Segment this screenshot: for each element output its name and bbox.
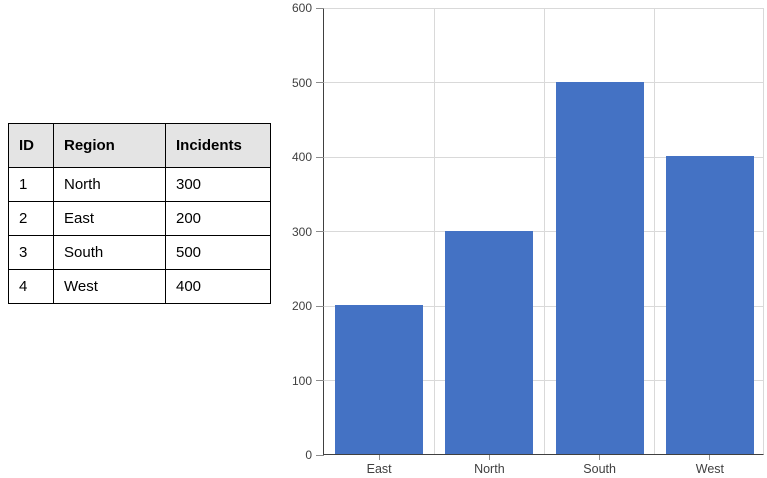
h-gridline xyxy=(324,7,763,9)
x-axis-category-label: North xyxy=(474,462,505,476)
cell-region: East xyxy=(53,201,166,236)
x-axis-tick xyxy=(709,455,711,460)
h-gridline xyxy=(324,82,763,83)
table-header-id: ID xyxy=(8,123,54,168)
v-gridline xyxy=(433,8,435,454)
x-axis-category-label: West xyxy=(695,462,724,476)
x-axis-tick xyxy=(488,455,490,460)
y-axis-tick xyxy=(316,7,324,9)
h-gridline xyxy=(324,156,763,158)
cell-id: 2 xyxy=(8,201,54,236)
x-axis-category-label: South xyxy=(583,462,616,476)
bar-east xyxy=(335,305,424,454)
bar-chart-plot-area: 0 100 200 300 400 500 600 East North South West xyxy=(292,1,764,476)
h-gridline xyxy=(324,305,763,307)
cell-id: 1 xyxy=(8,167,54,202)
cell-id: 4 xyxy=(8,269,54,304)
table-row: 4 West 400 xyxy=(8,269,271,304)
y-axis-tick-label: 400 xyxy=(291,150,312,164)
y-axis-tick-label: 100 xyxy=(291,373,312,388)
table-row: 3 South 500 xyxy=(8,235,271,270)
table-header-row: ID Region Incidents xyxy=(8,123,271,168)
cell-region: West xyxy=(53,269,166,304)
bar-west xyxy=(665,156,754,454)
y-axis-tick-label: 500 xyxy=(291,75,312,90)
y-axis-tick xyxy=(316,156,324,158)
x-axis-tick xyxy=(599,455,601,460)
y-axis-tick xyxy=(316,231,324,232)
table-row: 1 North 300 xyxy=(8,167,271,202)
y-axis-tick-label: 200 xyxy=(291,299,312,313)
table-row: 2 East 200 xyxy=(8,201,271,236)
cell-region: North xyxy=(53,167,166,202)
y-axis-tick-label: 0 xyxy=(305,448,312,462)
bar-north xyxy=(445,230,534,454)
h-gridline xyxy=(324,231,763,232)
v-gridline xyxy=(544,8,545,454)
y-axis-tick xyxy=(316,454,324,456)
v-gridline xyxy=(654,8,656,454)
cell-incidents: 300 xyxy=(165,167,271,202)
cell-region: South xyxy=(53,235,166,270)
x-axis-tick xyxy=(378,455,380,460)
table-header-incidents: Incidents xyxy=(165,123,271,168)
cell-incidents: 200 xyxy=(165,201,271,236)
cell-incidents: 400 xyxy=(165,269,271,304)
cell-id: 3 xyxy=(8,235,54,270)
cell-incidents: 500 xyxy=(165,235,271,270)
h-gridline xyxy=(324,380,763,381)
y-axis-tick-label: 600 xyxy=(291,1,312,15)
y-axis-tick xyxy=(316,82,324,83)
x-axis-category-label: East xyxy=(366,462,392,476)
region-incidents-table: ID Region Incidents 1 North 300 2 East 2… xyxy=(8,123,271,304)
y-axis-tick-label: 300 xyxy=(291,224,312,239)
y-axis-tick xyxy=(316,305,324,307)
bar-south xyxy=(555,81,644,454)
y-axis-tick xyxy=(316,380,324,381)
table-header-region: Region xyxy=(53,123,166,168)
